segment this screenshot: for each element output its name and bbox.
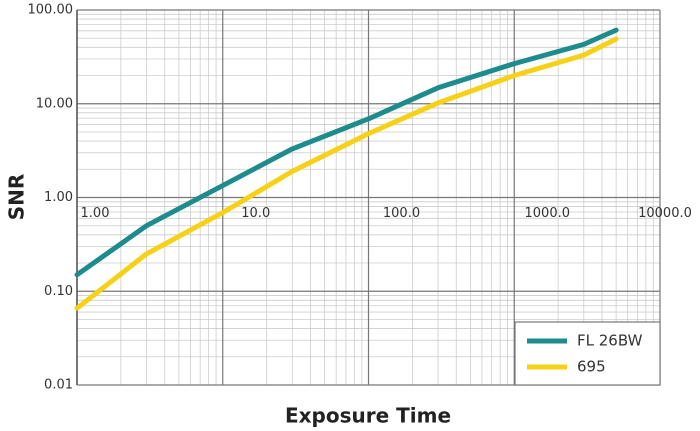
x-tick-label: 100.0 [383,206,420,221]
legend-label: FL 26BW [577,332,643,350]
x-tick-label: 10.0 [241,206,270,221]
y-tick-label: 0.10 [44,284,73,299]
x-axis-title: Exposure Time [285,404,451,428]
x-tick-label: 10000.0 [638,206,692,221]
x-tick-label: 1.00 [81,206,110,221]
x-tick-label: 1000.0 [525,206,571,221]
legend-label: 695 [577,358,606,376]
line [74,36,619,311]
legend-box [514,321,661,386]
y-tick-label: 1.00 [44,190,73,205]
line [74,27,619,278]
y-tick-label: 100.00 [28,3,74,18]
y-tick-label: 0.01 [44,378,73,393]
y-axis-title: SNR [5,174,29,221]
y-tick-label: 10.00 [36,96,73,111]
